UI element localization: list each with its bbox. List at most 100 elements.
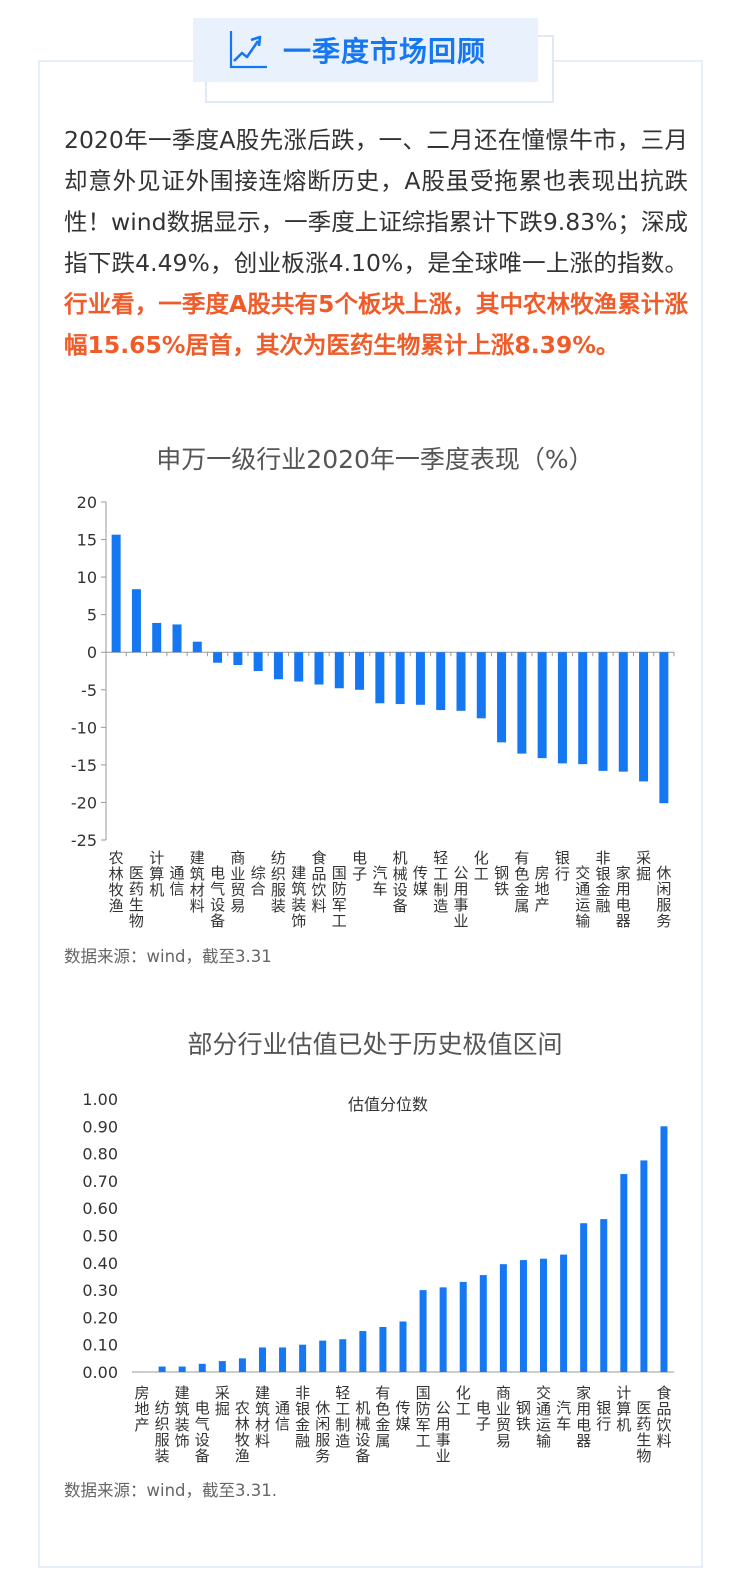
chart1-x-label: 房地产 (535, 864, 550, 914)
chart2-x-label: 非银金融 (295, 1384, 310, 1450)
chart2-bar (660, 1126, 668, 1372)
chart1-x-label: 农林牧渔 (109, 849, 124, 915)
chart1-bar (294, 652, 304, 682)
section-title-text: 一季度市场回顾 (283, 35, 487, 68)
chart1-x-label: 银行 (555, 849, 570, 883)
chart2-series-label: 估值分位数 (348, 1095, 428, 1114)
chart1-x-label: 电子 (352, 849, 367, 883)
chart2-x-label: 建筑装饰 (175, 1384, 190, 1450)
chart2-x-label: 国防军工 (416, 1384, 431, 1450)
chart2-x-label: 电气设备 (195, 1399, 210, 1465)
chart2-x-label: 汽车 (556, 1399, 571, 1433)
chart1-y-tick-label: 20 (77, 493, 97, 512)
chart1-bar (456, 652, 466, 711)
chart2-y-tick-label: 0.40 (82, 1254, 118, 1273)
chart2-x-label: 医药生物 (636, 1399, 651, 1465)
chart2-x-label: 纺织服装 (155, 1399, 170, 1465)
chart1-bar (497, 652, 507, 743)
chart2-x-label: 交通运输 (536, 1384, 551, 1450)
chart1-bar (192, 641, 202, 653)
chart2-bar (319, 1340, 327, 1372)
chart1-x-label: 交通运输 (575, 864, 590, 930)
chart1-x-label: 轻工制造 (433, 849, 448, 915)
chart1-bar (517, 652, 527, 754)
chart2-bar (459, 1281, 467, 1372)
chart1-bar (537, 652, 547, 759)
chart2-bar (279, 1347, 287, 1372)
chart1-bar (334, 652, 344, 689)
chart1-bar (355, 652, 365, 690)
chart2-source: 数据来源：wind，截至3.31. (64, 1481, 277, 1500)
chart1-x-label: 综合 (251, 864, 266, 898)
chart2-bar (419, 1290, 427, 1372)
chart1-bar (111, 534, 121, 653)
chart2-y-tick-label: 0.80 (82, 1145, 118, 1164)
chart2-bar (158, 1366, 166, 1372)
chart2-bar (238, 1358, 246, 1372)
chart1-source: 数据来源：wind，截至3.31 (64, 947, 272, 966)
chart2-x-label: 传媒 (395, 1399, 410, 1433)
chart2-x-label: 计算机 (616, 1384, 631, 1434)
chart1-y-tick-label: 5 (87, 606, 97, 625)
chart2-y-tick-label: 0.60 (82, 1199, 118, 1218)
chart2-bar (580, 1223, 588, 1372)
chart2-title: 部分行业估值已处于历史极值区间 (187, 1030, 563, 1059)
chart2-bar (379, 1326, 387, 1372)
chart2-x-label: 房地产 (135, 1384, 150, 1434)
chart1-bar (152, 622, 162, 653)
chart2-x-label: 钢铁 (516, 1399, 531, 1433)
section-title: 一季度市场回顾 (193, 18, 538, 82)
chart2-bar (560, 1254, 568, 1372)
chart1-x-label: 非银金融 (595, 849, 610, 915)
chart1-x-label: 传媒 (413, 864, 428, 898)
chart1-x-label: 通信 (169, 864, 184, 898)
chart2-x-label: 建筑材料 (255, 1384, 270, 1450)
chart2-y-tick-label: 0.50 (82, 1227, 118, 1246)
chart2-x-label: 家用电器 (576, 1384, 591, 1450)
chart2-y-tick-label: 0.70 (82, 1172, 118, 1191)
chart1-x-label: 纺织服装 (271, 849, 286, 915)
chart1-x-label: 国防军工 (332, 864, 347, 930)
chart1-bar (131, 589, 141, 653)
chart2-x-label: 电子 (476, 1399, 491, 1433)
chart2-bar (620, 1174, 628, 1372)
chart2-x-label: 休闲服务 (315, 1399, 330, 1465)
chart1-title: 申万一级行业2020年一季度表现（%） (156, 445, 594, 474)
chart2-x-label: 银行 (596, 1399, 611, 1433)
chart1-x-label: 机械设备 (393, 849, 408, 915)
chart1-x-label: 钢铁 (494, 864, 509, 898)
chart1-y-tick-label: -25 (71, 831, 97, 850)
chart2-y-tick-label: 0.30 (82, 1281, 118, 1300)
chart1-x-label: 化工 (474, 849, 489, 883)
chart1-bar (618, 652, 628, 772)
chart1-x-label: 家用电器 (616, 864, 631, 930)
chart1-bar (213, 652, 223, 663)
chart1-bar (172, 624, 182, 653)
chart2-y-tick-label: 1.00 (82, 1090, 118, 1109)
chart1-y-tick-label: -10 (71, 718, 97, 737)
chart1-y-tick-label: 15 (77, 531, 97, 550)
chart1-bar (598, 652, 608, 771)
chart2-bar (600, 1219, 608, 1372)
chart1-x-label: 建筑材料 (190, 849, 205, 915)
chart1-bar (253, 652, 263, 671)
chart1-bar (436, 652, 446, 711)
chart2-x-label: 轻工制造 (335, 1384, 350, 1450)
chart2-valuation-percentile: 估值分位数 1.00 0.90 0.80 0.70 0.60 0.50 0.40 0.30 0.… (82, 1090, 674, 1465)
chart1-bar (395, 652, 405, 705)
chart2-x-label: 通信 (275, 1399, 290, 1433)
chart1-bar (273, 652, 283, 680)
chart2-bar (198, 1363, 206, 1372)
chart2-x-label: 公用事业 (436, 1399, 451, 1465)
chart2-bar (339, 1339, 347, 1372)
chart2-bar (359, 1331, 367, 1372)
intro-highlight: 行业看，一季度A股共有5个板块上涨，其中农林牧渔累计涨幅15.65%居首，其次为… (64, 290, 688, 359)
chart1-x-label: 商业贸易 (230, 849, 245, 915)
chart1-bar (415, 652, 425, 705)
chart1-bar (639, 652, 649, 782)
chart1-bar (659, 652, 669, 804)
intro-text: 2020年一季度A股先涨后跌，一、二月还在憧憬牛市，三月却意外见证外围接连熔断历… (64, 126, 688, 277)
chart2-y-tick-label: 0.20 (82, 1308, 118, 1327)
chart1-bar (578, 652, 588, 765)
chart2-bar (299, 1344, 307, 1372)
